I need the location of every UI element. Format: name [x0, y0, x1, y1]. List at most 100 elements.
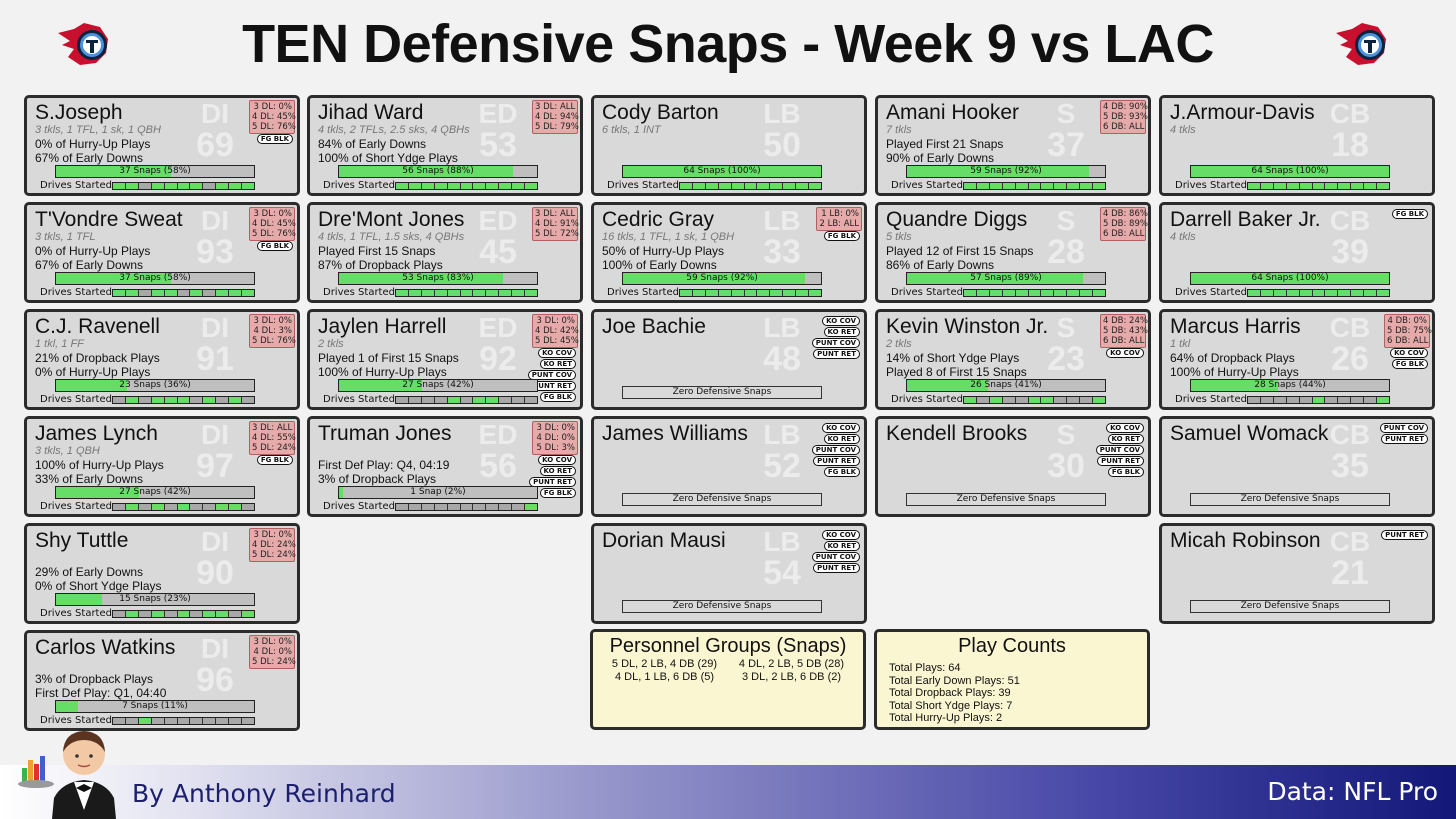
alignment-row: 4 DL: 45% [252, 219, 296, 229]
special-teams-tag: KO COV [822, 316, 860, 326]
play-counts-title: Play Counts [958, 635, 1066, 657]
drives-started-label: Drives Started: [323, 180, 399, 191]
alignment-row: 4 DB: 86% [1103, 209, 1148, 219]
drive-segment [796, 183, 810, 189]
jersey-number: 21 [1331, 554, 1369, 592]
player-card: DI 90 Shy Tuttle 29% of Early Downs 0% of Sh… [24, 523, 300, 624]
drive-segment [408, 290, 422, 296]
player-name: James Williams [602, 422, 748, 445]
drive-segment [770, 290, 784, 296]
jersey-watermark: DI 97 [193, 421, 237, 484]
drive-segment [680, 290, 693, 296]
special-teams-tag: FG BLK [1391, 209, 1428, 219]
jersey-watermark: CB 26 [1328, 314, 1372, 378]
position-label: LB [763, 526, 801, 557]
jersey-number: 26 [1331, 340, 1369, 378]
drive-segment [1015, 290, 1029, 296]
drive-segment [216, 183, 230, 189]
position-label: DI [201, 312, 229, 343]
drive-segment [1080, 397, 1094, 403]
drive-track [679, 289, 822, 297]
alignment-row: 5 DB: 93% [1103, 112, 1148, 122]
player-name: Jihad Ward [318, 101, 424, 124]
drive-segment [125, 290, 139, 296]
drive-segment [447, 183, 461, 189]
player-card: CB 39 Darrell Baker Jr. 4 tkls FG BLK 64 Snap… [1159, 202, 1435, 303]
special-teams-tags: FG BLK [256, 241, 293, 251]
drive-segment [113, 183, 126, 189]
drive-segment [525, 183, 537, 189]
special-teams-tags: FG BLK [256, 455, 293, 465]
snap-count-label: 64 Snaps (100%) [683, 166, 761, 176]
alignment-row: 3 DL: 0% [253, 209, 292, 219]
jersey-number: 48 [763, 340, 801, 378]
special-teams-tag: FG BLK [256, 241, 293, 251]
special-teams-tag: KO RET [539, 466, 576, 476]
drive-segment [1028, 183, 1042, 189]
player-card: CB 26 Marcus Harris 1 tkl 64% of Dropback Pl… [1159, 309, 1435, 410]
usage-note: First Def Play: Q1, 04:40 [35, 686, 167, 700]
snap-bar: 7 Snaps (11%) [55, 700, 255, 713]
drive-segment [447, 397, 461, 403]
usage-note: 100% of Hurry-Up Plays [35, 458, 164, 472]
usage-note: 67% of Early Downs [35, 258, 144, 272]
drive-segment [1338, 397, 1352, 403]
usage-note: 0% of Short Ydge Plays [35, 579, 162, 593]
position-label: DI [201, 633, 229, 664]
drive-segment [976, 290, 990, 296]
drive-segment [1041, 183, 1055, 189]
player-card: CB 21 Micah Robinson PUNT RET Zero Defensive… [1159, 523, 1435, 624]
jersey-watermark: ED 92 [476, 314, 520, 377]
special-teams-tag: PUNT COV [811, 338, 860, 348]
drive-segment [177, 397, 191, 403]
snap-bar-fill [56, 380, 128, 391]
drive-segment [1286, 290, 1300, 296]
special-teams-tag: FG BLK [539, 392, 576, 402]
drive-segment [190, 718, 204, 724]
drive-segment [486, 397, 500, 403]
special-teams-tag: PUNT COV [811, 552, 860, 562]
position-label: CB [1329, 205, 1371, 236]
special-teams-tag: KO RET [539, 359, 576, 369]
drive-segment [396, 183, 409, 189]
alignment-row: 3 DL: 0% [253, 316, 292, 326]
jersey-watermark: LB 48 [760, 314, 804, 378]
snap-bar-fill [907, 273, 1084, 284]
jersey-number: 53 [479, 126, 517, 164]
jersey-number: 54 [763, 554, 801, 592]
usage-note: Played 8 of First 15 Snaps [886, 365, 1027, 379]
play-count-item: Total Early Down Plays: 51 [889, 674, 1020, 687]
position-label: LB [763, 205, 801, 236]
special-teams-tag: FG BLK [539, 488, 576, 498]
drive-segment [434, 183, 448, 189]
drive-segment [1364, 290, 1378, 296]
drives-started: Drives Started: [1175, 180, 1390, 192]
drive-segment [1273, 183, 1287, 189]
drive-segment [242, 718, 254, 724]
drives-started-label: Drives Started: [40, 501, 116, 512]
snap-bar-fill [56, 273, 171, 284]
snap-bar: 64 Snaps (100%) [1190, 165, 1390, 178]
drive-segment [151, 504, 165, 510]
drive-track [112, 396, 255, 404]
player-card: S 23 Kevin Winston Jr. 2 tkls 14% of Short Y… [875, 309, 1151, 410]
alignment-row: 4 DB: 0% [1387, 316, 1427, 326]
player-name: Samuel Womack [1170, 422, 1329, 445]
player-card: CB 18 J.Armour-Davis 4 tkls 64 Snaps (100%) D… [1159, 95, 1435, 196]
zero-snaps-bar: Zero Defensive Snaps [622, 493, 822, 506]
special-teams-tag: KO COV [538, 348, 576, 358]
drive-segment [190, 611, 204, 617]
drive-segment [460, 183, 474, 189]
drive-segment [151, 183, 165, 189]
snap-bar: 64 Snaps (100%) [622, 165, 822, 178]
jersey-watermark: LB 54 [760, 526, 804, 592]
alignment-badge: 4 DB: 86% 5 DB: 89% 6 DB: ALL [1100, 207, 1148, 241]
drives-started-label: Drives Started: [1175, 394, 1251, 405]
zero-snaps-bar: Zero Defensive Snaps [622, 600, 822, 613]
drive-segment [138, 397, 152, 403]
player-stat-line: 2 tkls [318, 338, 344, 350]
drives-started-label: Drives Started: [40, 180, 116, 191]
snap-count-label: 7 Snaps (11%) [122, 701, 188, 711]
drives-started: Drives Started: [323, 501, 538, 513]
drive-segment [1054, 183, 1068, 189]
